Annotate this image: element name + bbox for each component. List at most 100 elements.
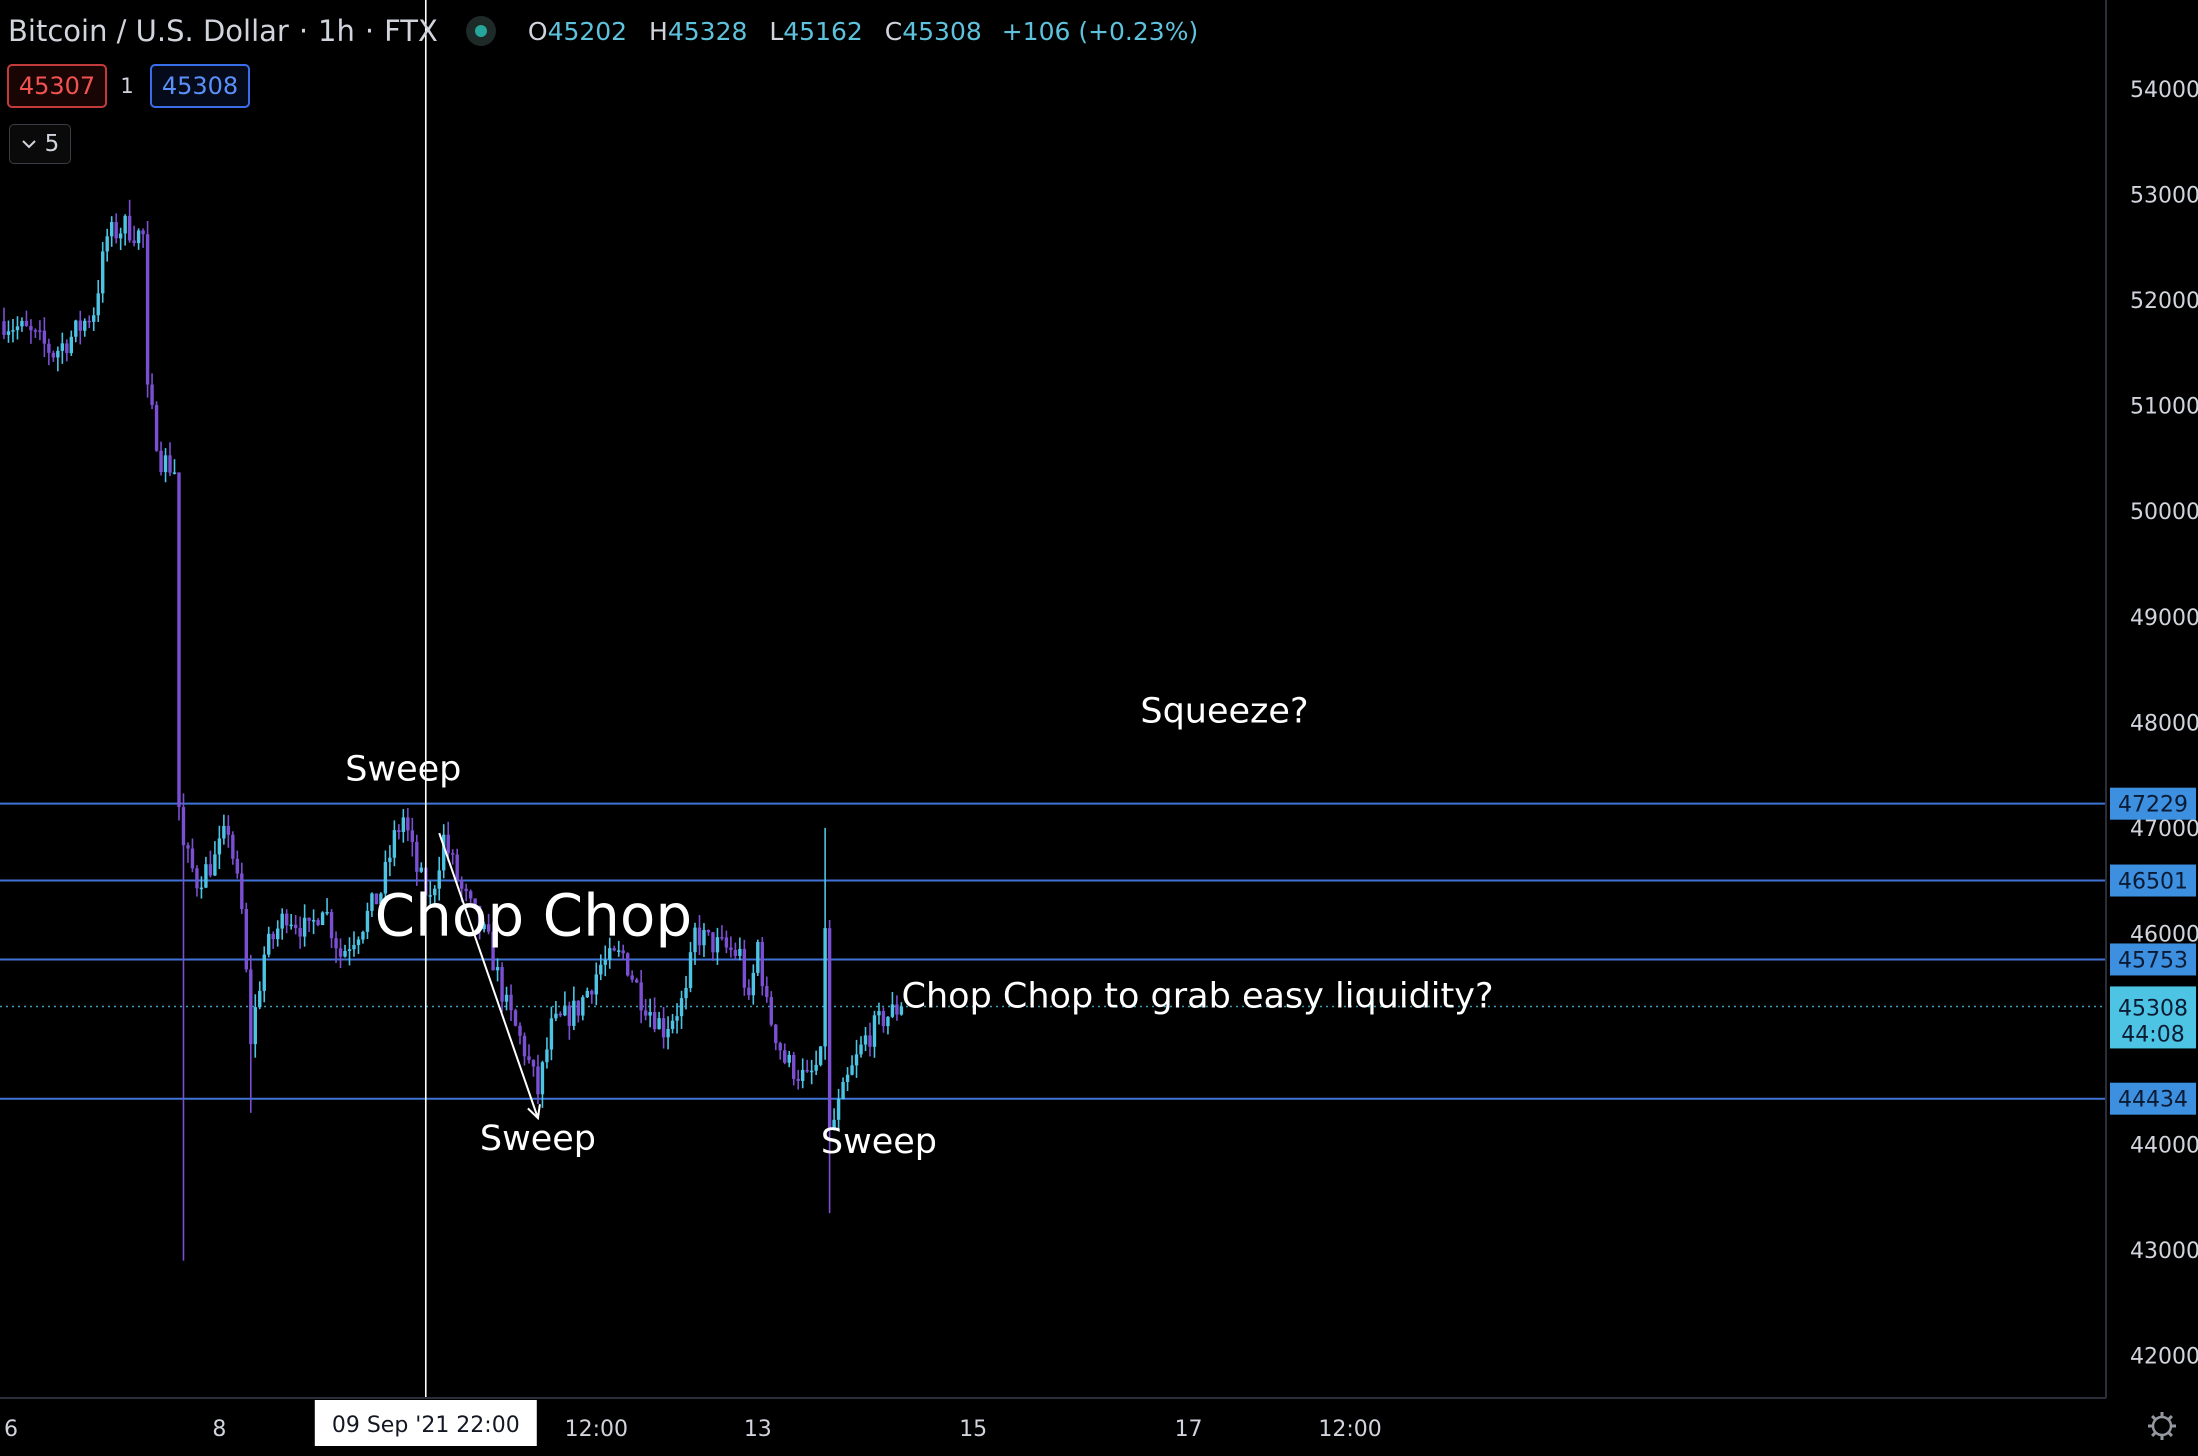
- candle-body: [235, 858, 240, 874]
- candle-body: [293, 924, 298, 928]
- candle-body: [65, 343, 69, 354]
- candle-body: [226, 825, 231, 835]
- candle-body: [47, 343, 51, 353]
- candle-body: [800, 1069, 805, 1081]
- candle-body: [240, 873, 244, 909]
- candle-body: [195, 868, 199, 889]
- candle-body: [621, 950, 625, 954]
- candle-body: [24, 320, 29, 327]
- quantity-value[interactable]: 1: [120, 74, 134, 98]
- candle-body: [585, 990, 590, 998]
- y-tick-label: 53000: [2130, 184, 2198, 209]
- candle-body: [320, 912, 325, 925]
- candle-body: [657, 1018, 661, 1030]
- candle-body: [168, 455, 172, 473]
- candle-body: [729, 947, 733, 950]
- candle-body: [231, 834, 235, 859]
- candle-body: [302, 917, 307, 937]
- candle-body: [329, 912, 334, 939]
- candle-body: [576, 1000, 581, 1016]
- exchange[interactable]: FTX: [384, 14, 438, 48]
- candle-body: [2, 321, 6, 335]
- annotation-text[interactable]: Sweep: [345, 749, 461, 789]
- candle-body: [724, 937, 729, 948]
- interval[interactable]: 1h: [318, 14, 355, 48]
- gear-icon[interactable]: [2148, 1412, 2176, 1440]
- candle-body: [805, 1069, 809, 1072]
- y-tick-label: 51000: [2130, 395, 2198, 420]
- candle-body: [486, 924, 491, 932]
- annotation-text[interactable]: Sweep: [480, 1119, 596, 1159]
- candle-body: [177, 472, 181, 808]
- candle-body: [536, 1066, 540, 1095]
- market-status-icon[interactable]: [465, 16, 496, 46]
- candle-body: [401, 817, 406, 833]
- sell-button[interactable]: 45307: [7, 64, 107, 108]
- candle-body: [298, 927, 302, 937]
- candle-body: [379, 893, 383, 905]
- symbol-name[interactable]: Bitcoin / U.S. Dollar: [8, 14, 289, 48]
- open-value: 45202: [547, 16, 628, 46]
- annotation-text[interactable]: Chop Chop: [375, 882, 693, 950]
- candle-body: [684, 987, 688, 999]
- horizontal-levels[interactable]: [0, 802, 2106, 1100]
- level-price-tag: [2110, 864, 2196, 897]
- candle-body: [433, 888, 437, 896]
- annotation-text[interactable]: Squeeze?: [1140, 691, 1308, 731]
- candle-body: [482, 924, 486, 930]
- high-value: 45328: [667, 16, 748, 46]
- candle-body: [267, 933, 271, 955]
- candle-body: [141, 230, 145, 235]
- candle-body: [199, 887, 204, 890]
- candle-body: [836, 1098, 841, 1120]
- candle-body: [118, 233, 123, 239]
- annotation-text[interactable]: Chop Chop to grab easy liquidity?: [902, 976, 1494, 1016]
- candle-body: [733, 949, 738, 956]
- candle-body: [769, 997, 773, 1025]
- candle-body: [774, 1024, 778, 1044]
- candle-body: [392, 830, 397, 858]
- x-tick-label: 6: [4, 1417, 18, 1442]
- trend-line-arrowhead: [527, 1104, 541, 1121]
- candle-body: [823, 928, 827, 1047]
- candle-body: [747, 987, 751, 996]
- candle-body: [410, 830, 415, 842]
- annotations[interactable]: Sweep Sweep Sweep Chop Chop Squeeze? Chop Cho…: [345, 691, 1493, 1162]
- indicators-toggle[interactable]: 5: [9, 124, 71, 164]
- candle-body: [347, 949, 352, 952]
- candle-body: [895, 1004, 899, 1015]
- level-price-label: 45753: [2118, 948, 2188, 973]
- candle-body: [6, 331, 11, 335]
- candle-body: [83, 320, 87, 331]
- x-tick-label: 15: [959, 1417, 987, 1442]
- candle-body: [814, 1064, 818, 1071]
- candle-body: [648, 1012, 652, 1016]
- candle-body: [778, 1043, 782, 1051]
- level-price-tag: [2110, 1082, 2196, 1115]
- candle-body: [495, 967, 500, 971]
- candle-body: [42, 330, 47, 344]
- annotation-text[interactable]: Sweep: [821, 1122, 937, 1162]
- candle-body: [446, 834, 450, 854]
- candle-body: [675, 1016, 679, 1021]
- level-price-label: 47229: [2118, 793, 2188, 818]
- candle-body: [818, 1046, 823, 1065]
- candle-body: [738, 948, 742, 956]
- candle-body: [850, 1065, 854, 1075]
- candle-body: [468, 891, 473, 899]
- candle-body: [397, 830, 401, 833]
- buy-button[interactable]: 45308: [150, 64, 250, 108]
- candle-body: [464, 888, 468, 892]
- candle-body: [204, 864, 208, 888]
- candle-body: [217, 838, 222, 855]
- candle-body: [69, 336, 74, 354]
- candle-body: [783, 1050, 787, 1063]
- drawings[interactable]: [438, 832, 541, 1121]
- candle-body: [370, 893, 374, 911]
- candle-body: [594, 974, 598, 995]
- candle-body: [612, 948, 616, 951]
- candle-body: [284, 913, 289, 926]
- candle-body: [145, 234, 150, 385]
